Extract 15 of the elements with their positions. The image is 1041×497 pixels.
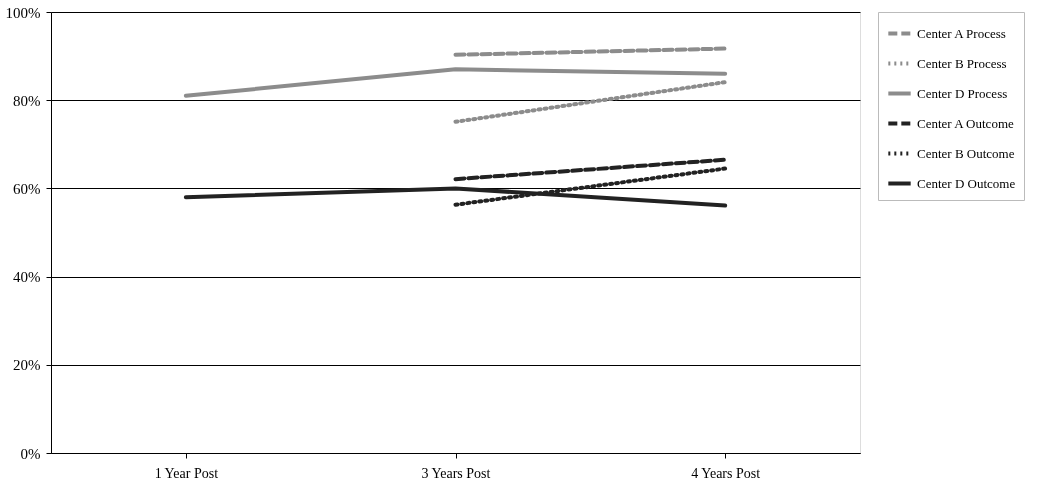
x-tick-label: 4 Years Post [691, 465, 761, 481]
y-tick-label: 60% [13, 180, 41, 197]
x-tick-label: 1 Year Post [154, 465, 219, 481]
y-tick-label: 80% [13, 92, 41, 109]
legend-label: Center A Process [917, 25, 1006, 41]
legend-label: Center A Outcome [917, 115, 1014, 131]
legend-label: Center D Process [917, 85, 1008, 101]
legend-label: Center B Process [917, 55, 1007, 71]
legend-label: Center D Outcome [917, 175, 1016, 191]
legend-label: Center B Outcome [917, 145, 1015, 161]
x-tick-label: 3 Years Post [421, 465, 491, 481]
y-tick-label: 100% [5, 4, 41, 21]
y-tick-label: 20% [13, 357, 41, 374]
y-tick-label: 0% [20, 445, 41, 462]
y-tick-label: 40% [13, 269, 41, 286]
